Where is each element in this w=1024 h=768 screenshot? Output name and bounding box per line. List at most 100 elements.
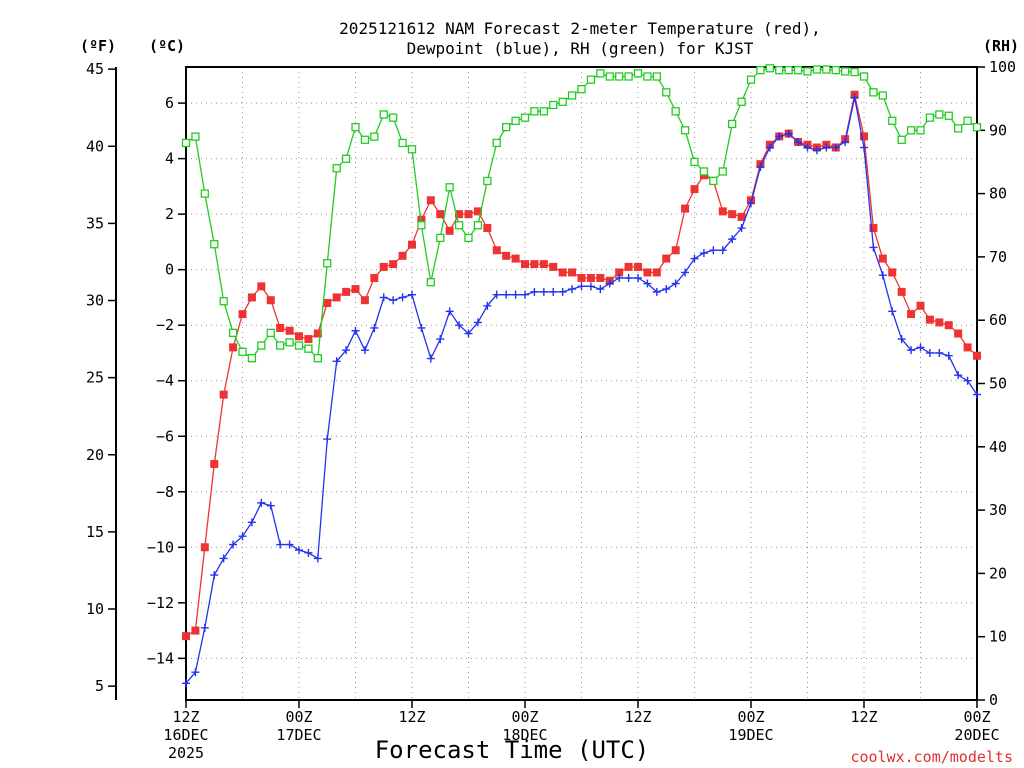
dewpoint-point <box>681 268 690 277</box>
celsius-tick-label: −8 <box>156 483 174 501</box>
rh-point <box>577 85 586 94</box>
rh-point <box>643 72 652 81</box>
dewpoint-point <box>615 274 624 282</box>
rh-point <box>294 341 304 350</box>
dewpoint-point <box>652 287 661 296</box>
rh-point <box>869 88 878 97</box>
dewpoint-point <box>925 348 934 357</box>
rh-point <box>417 221 426 230</box>
rh-point <box>228 328 238 338</box>
dewpoint-point <box>747 199 755 208</box>
temperature-point <box>257 282 266 291</box>
temperature-point <box>455 210 464 219</box>
dewpoint-point <box>944 351 953 360</box>
temperature-point <box>925 315 934 324</box>
dewpoint-point <box>850 93 859 102</box>
rh-point <box>200 189 209 198</box>
temperature-point <box>191 626 200 635</box>
celsius-tick-label: 6 <box>165 94 174 112</box>
temperature-point <box>266 296 275 305</box>
temperature-point <box>737 212 746 221</box>
dewpoint-point <box>690 254 699 263</box>
dewpoint-point <box>257 498 266 507</box>
dewpoint-point <box>869 243 878 252</box>
rh-point <box>313 354 322 363</box>
dewpoint-point <box>389 296 398 305</box>
temperature-point <box>888 268 897 277</box>
rh-point <box>972 122 982 132</box>
rh-tick-label: 60 <box>989 311 1007 329</box>
dewpoint-point <box>765 143 774 152</box>
rh-point <box>276 341 285 350</box>
rh-point <box>737 97 746 106</box>
celsius-tick-label: 0 <box>165 261 174 279</box>
rh-point <box>351 122 360 132</box>
fahrenheit-tick-label: 40 <box>86 137 104 155</box>
rh-point <box>850 67 859 77</box>
rh-point <box>859 72 869 81</box>
dewpoint-point <box>266 501 275 510</box>
dewpoint-point <box>812 146 821 155</box>
dewpoint-point <box>295 546 303 555</box>
temperature-point <box>586 274 595 282</box>
dewpoint-point <box>530 287 539 296</box>
chart-title-line-1: 2025121612 NAM Forecast 2-meter Temperat… <box>339 19 821 38</box>
rh-point <box>473 221 483 230</box>
rh-tick-label: 40 <box>989 438 1007 456</box>
x-tick-label: 18DEC <box>502 726 547 744</box>
series-layer <box>181 64 982 688</box>
dewpoint-point <box>473 318 482 327</box>
rh-point <box>756 66 765 75</box>
temperature-point <box>568 268 577 277</box>
gridlines <box>186 67 977 700</box>
x-tick-label: 16DEC <box>163 726 208 744</box>
temperature-point <box>878 254 887 263</box>
dewpoint-point <box>841 137 850 146</box>
dewpoint-point <box>963 376 972 385</box>
temperature-point <box>200 543 209 552</box>
rh-point <box>888 116 897 125</box>
dewpoint-point <box>907 346 916 355</box>
temperature-point <box>511 254 520 263</box>
rh-point <box>370 132 379 141</box>
x-tick-label: 19DEC <box>728 726 773 744</box>
dewpoint-point <box>370 323 379 332</box>
rh-point <box>624 72 633 81</box>
rh-point <box>511 116 520 125</box>
rh-point <box>944 111 953 120</box>
temperature-point <box>530 260 539 269</box>
temperature-point <box>718 207 727 216</box>
rh-point <box>257 341 266 350</box>
fahrenheit-tick-label: 35 <box>86 214 104 232</box>
rh-point <box>662 88 671 97</box>
temperature-point <box>342 287 351 296</box>
temperature-point <box>596 274 605 282</box>
rh-tick-label: 80 <box>989 185 1007 203</box>
temperature-point <box>445 226 454 235</box>
temperature-point <box>426 196 435 205</box>
rh-tick-label: 100 <box>989 58 1016 76</box>
celsius-tick-label: −4 <box>156 372 174 390</box>
rh-tick-label: 90 <box>989 121 1007 139</box>
rh-point <box>793 66 803 75</box>
dewpoint-point <box>662 285 671 294</box>
temperature-point <box>907 310 916 319</box>
dewpoint-point <box>379 293 388 302</box>
temperature-point <box>652 268 661 277</box>
temperature-point <box>210 460 219 469</box>
temperature-point <box>323 298 332 307</box>
temperature-point <box>332 293 341 302</box>
dewpoint-point <box>784 129 793 138</box>
x-tick-label: 12Z <box>398 708 425 726</box>
dewpoint-point <box>539 287 548 296</box>
chart-title-line-2: Dewpoint (blue), RH (green) for KJST <box>407 39 754 58</box>
dewpoint-point <box>182 679 190 688</box>
rh-point <box>878 91 887 100</box>
rh-point <box>615 72 624 81</box>
rh-point <box>238 347 247 357</box>
temperature-point <box>860 132 868 141</box>
dewpoint-point <box>558 287 567 296</box>
dewpoint-point <box>634 274 642 282</box>
temperature-point <box>464 210 473 219</box>
